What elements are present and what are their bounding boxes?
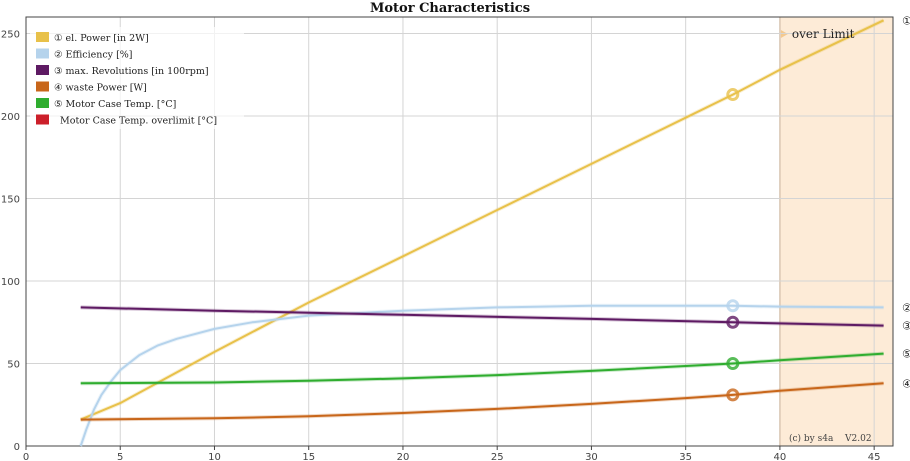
y-tick-label: 200: [1, 112, 20, 123]
legend-swatch-2: [36, 48, 49, 59]
series-end-label-1: ①: [902, 14, 910, 27]
y-tick-label: 0: [14, 442, 20, 453]
over-limit-area: [779, 17, 893, 446]
series-marker-1: [726, 88, 740, 102]
x-tick-label: 35: [679, 452, 692, 461]
series-line-3: [80, 306, 884, 327]
series-end-label-2: ②: [902, 301, 910, 314]
legend-entry-1: ① el. Power [in 2W]: [54, 33, 149, 44]
legend-swatch-4: [36, 81, 49, 92]
series-end-label-4: ④: [902, 377, 910, 390]
x-tick-label: 15: [302, 452, 315, 461]
legend-entry-5: ⑤ Motor Case Temp. [°C]: [54, 99, 176, 110]
legend-entry-3: ③ max. Revolutions [in 100rpm]: [54, 66, 209, 77]
legend: ① el. Power [in 2W] ② Efficiency [%] ③ max…: [30, 27, 244, 129]
series-marker-2: [726, 299, 740, 313]
series-end-labels: ① ② ③ ④ ⑤: [902, 14, 910, 390]
over-limit-label: over Limit: [792, 27, 855, 41]
series-marker-5: [726, 357, 740, 370]
x-tick-label: 5: [117, 452, 123, 461]
y-tick-label: 250: [1, 30, 20, 41]
x-tick-label: 45: [868, 452, 881, 461]
x-tick-label: 30: [585, 452, 598, 461]
legend-entry-6: Motor Case Temp. overlimit [°C]: [54, 116, 217, 127]
legend-swatch-1: [36, 32, 49, 42]
x-tick-label: 25: [491, 452, 504, 461]
legend-background: [30, 27, 244, 129]
legend-swatch-3: [36, 65, 49, 75]
series-lines: [78, 18, 885, 447]
chart-title: Motor Characteristics: [370, 1, 530, 16]
version-label: V2.02: [844, 434, 872, 444]
series-end-label-5: ⑤: [902, 348, 910, 361]
y-tick-label: 150: [1, 195, 20, 206]
series-line-2: [79, 304, 884, 447]
x-tick-label: 20: [397, 452, 410, 461]
legend-swatch-5: [36, 98, 49, 108]
y-tick-label: 100: [1, 277, 20, 288]
axes: 0 5 10 15 20 25 30 35 40 45 0 50 100 150 200 250: [1, 16, 894, 461]
series-line-4: [80, 382, 884, 421]
legend-entry-2: ② Efficiency [%]: [54, 50, 133, 61]
series-marker-4: [726, 388, 740, 402]
grid: [26, 17, 893, 446]
credit-label: (c) by s4a: [789, 433, 834, 444]
series-end-label-3: ③: [902, 320, 910, 333]
x-tick-label: 0: [23, 452, 29, 461]
series-marker-3: [726, 315, 740, 329]
legend-swatch-6: [36, 114, 49, 125]
y-tick-label: 50: [7, 360, 20, 371]
x-tick-label: 40: [774, 452, 787, 461]
over-limit-region: [779, 17, 893, 446]
legend-entry-4: ④ waste Power [W]: [54, 83, 147, 94]
x-tick-label: 10: [208, 452, 221, 461]
series-line-5: [80, 352, 884, 385]
series-glow-4: [80, 381, 884, 422]
series-line-1: [80, 19, 885, 421]
plot-frame: [25, 16, 894, 447]
series-markers: [726, 88, 740, 402]
